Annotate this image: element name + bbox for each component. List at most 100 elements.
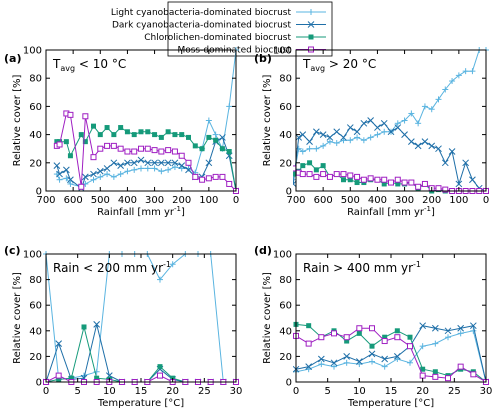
data-point [165,166,172,173]
panel-condition: Tavg > 20 °C [302,57,376,73]
data-point [367,175,374,182]
data-point [343,334,350,341]
y-tick-label: 80 [279,74,292,85]
data-point [408,179,415,186]
y-tick-label: 80 [29,275,42,286]
data-point [469,322,477,330]
panel-condition: Rain > 400 mm yr-1 [303,260,421,275]
data-point [381,355,389,363]
data-point [205,159,213,167]
data-point [212,131,219,138]
data-point [394,120,401,127]
data-point [320,163,326,169]
data-point [299,171,306,178]
x-tick-label: 100 [199,195,218,206]
x-tick-label: 100 [449,195,468,206]
data-point [165,129,171,135]
data-point [340,171,347,178]
legend-label: Chlorolichen-dominated biocrust [144,33,291,43]
data-point [151,165,158,172]
x-tick-label: 25 [448,386,461,397]
data-point [205,117,212,124]
x-tick-label: 0 [43,386,49,397]
data-point [455,180,463,188]
data-point [381,128,388,135]
y-tick-label: 40 [279,326,292,337]
data-point [192,143,198,149]
x-axis-label: Temperature [°C] [347,398,434,409]
series-line [295,327,487,383]
data-point [117,145,124,152]
data-point [330,359,338,367]
data-point [53,171,60,178]
series-line [56,125,237,192]
y-tick-label: 20 [279,158,292,169]
data-point [97,173,104,180]
y-tick-label: 40 [29,326,42,337]
plot-frame [295,49,487,192]
series-line [295,330,487,383]
data-point [387,128,395,136]
plot-frame [45,49,237,192]
legend-entry: Light cyanobacteria-dominated biocrust [111,8,326,18]
data-point [293,180,297,188]
data-point [374,131,381,138]
data-point [469,176,476,184]
y-tick-label: 60 [279,102,292,113]
data-point [355,358,363,365]
data-point [97,132,103,138]
data-point [171,159,179,167]
data-point [56,141,63,148]
data-point [78,183,85,190]
panel-letter: (b) [254,52,272,65]
x-tick-label: 400 [368,195,387,206]
y-tick-label: 20 [279,352,292,363]
y-tick-label: 40 [29,130,42,141]
data-point [470,371,477,378]
x-tick-label: 15 [385,386,398,397]
data-point [97,145,104,152]
data-point [318,361,325,368]
x-tick-label: 300 [145,195,164,206]
x-tick-label: 500 [341,195,360,206]
data-point [368,350,376,358]
data-point [347,177,353,183]
data-point [56,376,62,382]
data-point [157,276,163,283]
data-point [442,186,449,193]
data-point [462,68,469,75]
data-point [457,363,464,370]
data-point [360,119,368,127]
data-point [192,173,199,180]
data-point [381,363,388,370]
data-point [138,129,144,135]
x-tick-label: 20 [416,386,429,397]
data-point [419,322,427,330]
y-axis-label: Relative cover [%] [12,272,23,364]
data-point [144,145,151,152]
data-point [158,168,165,175]
data-point [199,176,206,183]
data-point [374,124,381,131]
data-point [104,125,110,131]
data-point [313,167,319,173]
data-point [347,172,354,179]
data-point [401,131,408,138]
data-point [419,343,426,350]
data-point [104,171,111,178]
data-point [67,176,74,184]
data-point [138,165,144,172]
data-point [369,325,375,332]
data-point [367,117,374,124]
data-point [380,119,388,127]
y-tick-label: 60 [279,301,292,312]
series-group [293,321,489,385]
data-point [457,330,464,337]
data-point [407,343,413,350]
data-point [470,327,477,334]
data-point [388,179,394,186]
data-point [381,181,387,187]
data-point [326,138,333,145]
data-point [435,145,442,153]
